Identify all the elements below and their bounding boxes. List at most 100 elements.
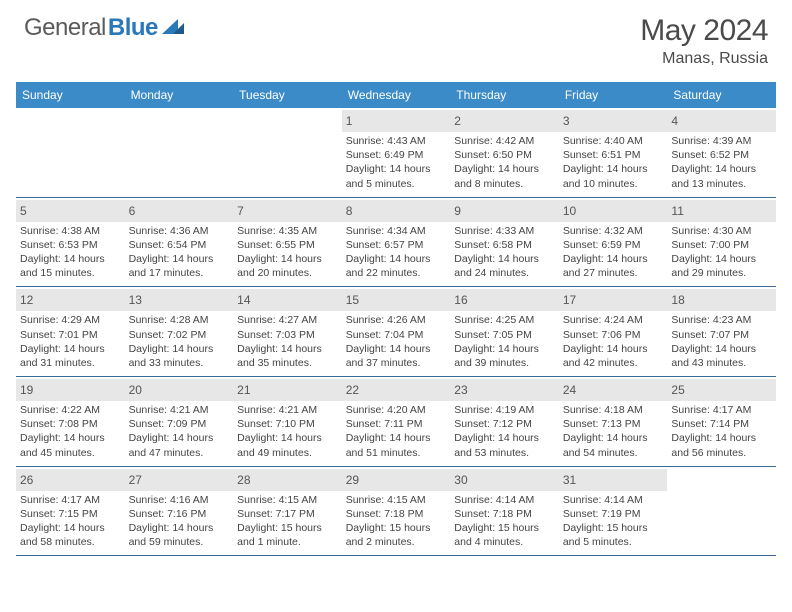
daylight-text: Daylight: 14 hours [237,252,338,266]
day-cell: 27Sunrise: 4:16 AMSunset: 7:16 PMDayligh… [125,467,234,556]
daylight-text: and 22 minutes. [346,266,447,280]
daylight-text: Daylight: 14 hours [20,431,121,445]
sunset-text: Sunset: 7:16 PM [129,507,230,521]
day-cell: 10Sunrise: 4:32 AMSunset: 6:59 PMDayligh… [559,198,668,287]
day-header-cell: Friday [559,82,668,108]
day-number: 19 [20,383,33,397]
sunrise-text: Sunrise: 4:16 AM [129,493,230,507]
sunset-text: Sunset: 7:09 PM [129,417,230,431]
daylight-text: and 10 minutes. [563,177,664,191]
day-cell: 16Sunrise: 4:25 AMSunset: 7:05 PMDayligh… [450,287,559,376]
daylight-text: Daylight: 14 hours [671,342,772,356]
week-row: 26Sunrise: 4:17 AMSunset: 7:15 PMDayligh… [16,467,776,557]
day-cell: 25Sunrise: 4:17 AMSunset: 7:14 PMDayligh… [667,377,776,466]
sunrise-text: Sunrise: 4:36 AM [129,224,230,238]
empty-cell [16,108,125,197]
sunset-text: Sunset: 6:49 PM [346,148,447,162]
day-number: 9 [454,204,461,218]
sunset-text: Sunset: 6:55 PM [237,238,338,252]
day-header-row: SundayMondayTuesdayWednesdayThursdayFrid… [16,82,776,108]
sunset-text: Sunset: 7:07 PM [671,328,772,342]
daylight-text: Daylight: 14 hours [129,342,230,356]
sunset-text: Sunset: 7:17 PM [237,507,338,521]
daylight-text: Daylight: 14 hours [237,431,338,445]
daylight-text: and 8 minutes. [454,177,555,191]
sunrise-text: Sunrise: 4:23 AM [671,313,772,327]
day-number: 15 [346,293,359,307]
day-number: 16 [454,293,467,307]
day-cell: 22Sunrise: 4:20 AMSunset: 7:11 PMDayligh… [342,377,451,466]
daylight-text: Daylight: 14 hours [20,342,121,356]
sunset-text: Sunset: 7:10 PM [237,417,338,431]
day-cell: 14Sunrise: 4:27 AMSunset: 7:03 PMDayligh… [233,287,342,376]
sunset-text: Sunset: 7:14 PM [671,417,772,431]
sunrise-text: Sunrise: 4:21 AM [129,403,230,417]
calendar: SundayMondayTuesdayWednesdayThursdayFrid… [16,82,776,556]
sunset-text: Sunset: 7:08 PM [20,417,121,431]
daylight-text: and 39 minutes. [454,356,555,370]
day-cell: 12 Sunrise: 4:29 AMSunset: 7:01 PMDayligh… [16,287,125,376]
sunset-text: Sunset: 7:11 PM [346,417,447,431]
daylight-text: and 47 minutes. [129,446,230,460]
sunset-text: Sunset: 6:58 PM [454,238,555,252]
sunset-text: Sunset: 7:12 PM [454,417,555,431]
day-cell: 13Sunrise: 4:28 AMSunset: 7:02 PMDayligh… [125,287,234,376]
sunset-text: Sunset: 6:54 PM [129,238,230,252]
day-number: 17 [563,293,576,307]
sunrise-text: Sunrise: 4:21 AM [237,403,338,417]
sunrise-text: Sunrise: 4:35 AM [237,224,338,238]
daylight-text: Daylight: 15 hours [563,521,664,535]
daylight-text: Daylight: 14 hours [563,252,664,266]
daylight-text: and 17 minutes. [129,266,230,280]
location-text: Manas, Russia [640,50,768,68]
day-number: 10 [563,204,576,218]
day-number: 31 [563,473,576,487]
sunrise-text: Sunrise: 4:29 AM [20,313,121,327]
week-row: 5Sunrise: 4:38 AMSunset: 6:53 PMDaylight… [16,198,776,288]
logo: General Blue [24,14,184,42]
day-cell: 4Sunrise: 4:39 AMSunset: 6:52 PMDaylight… [667,108,776,197]
empty-cell [233,108,342,197]
daylight-text: and 49 minutes. [237,446,338,460]
sunrise-text: Sunrise: 4:14 AM [563,493,664,507]
day-cell: 31Sunrise: 4:14 AMSunset: 7:19 PMDayligh… [559,467,668,556]
daylight-text: and 5 minutes. [346,177,447,191]
sunset-text: Sunset: 7:13 PM [563,417,664,431]
day-number: 21 [237,383,250,397]
sunset-text: Sunset: 6:51 PM [563,148,664,162]
daylight-text: Daylight: 15 hours [346,521,447,535]
day-number: 12 [20,293,33,307]
day-cell: 2Sunrise: 4:42 AMSunset: 6:50 PMDaylight… [450,108,559,197]
month-title: May 2024 [640,14,768,48]
sunset-text: Sunset: 7:03 PM [237,328,338,342]
sunset-text: Sunset: 7:18 PM [346,507,447,521]
week-row: 12Sunrise: 4:29 AMSunset: 7:01 PMDayligh… [16,287,776,377]
day-cell: 20Sunrise: 4:21 AMSunset: 7:09 PMDayligh… [125,377,234,466]
sunrise-text: Sunrise: 4:17 AM [20,493,121,507]
sunrise-text: Sunrise: 4:17 AM [671,403,772,417]
day-cell: 5Sunrise: 4:38 AMSunset: 6:53 PMDaylight… [16,198,125,287]
daylight-text: Daylight: 14 hours [237,342,338,356]
sunrise-text: Sunrise: 4:22 AM [20,403,121,417]
daylight-text: Daylight: 14 hours [454,252,555,266]
daylight-text: and 51 minutes. [346,446,447,460]
sunrise-text: Sunrise: 4:43 AM [346,134,447,148]
sunset-text: Sunset: 6:53 PM [20,238,121,252]
day-number: 8 [346,204,353,218]
day-number: 1 [346,114,353,128]
day-number: 14 [237,293,250,307]
sunset-text: Sunset: 7:06 PM [563,328,664,342]
day-number: 11 [671,204,683,218]
daylight-text: and 27 minutes. [563,266,664,280]
sunrise-text: Sunrise: 4:15 AM [346,493,447,507]
day-cell: 3Sunrise: 4:40 AMSunset: 6:51 PMDaylight… [559,108,668,197]
daylight-text: Daylight: 15 hours [454,521,555,535]
daylight-text: Daylight: 14 hours [20,521,121,535]
daylight-text: and 24 minutes. [454,266,555,280]
daylight-text: Daylight: 14 hours [346,252,447,266]
sunset-text: Sunset: 7:01 PM [20,328,121,342]
day-number: 24 [563,383,576,397]
day-cell: 21 Sunrise: 4:21 AMSunset: 7:10 PMDayligh… [233,377,342,466]
daylight-text: and 4 minutes. [454,535,555,549]
day-number: 7 [237,204,244,218]
